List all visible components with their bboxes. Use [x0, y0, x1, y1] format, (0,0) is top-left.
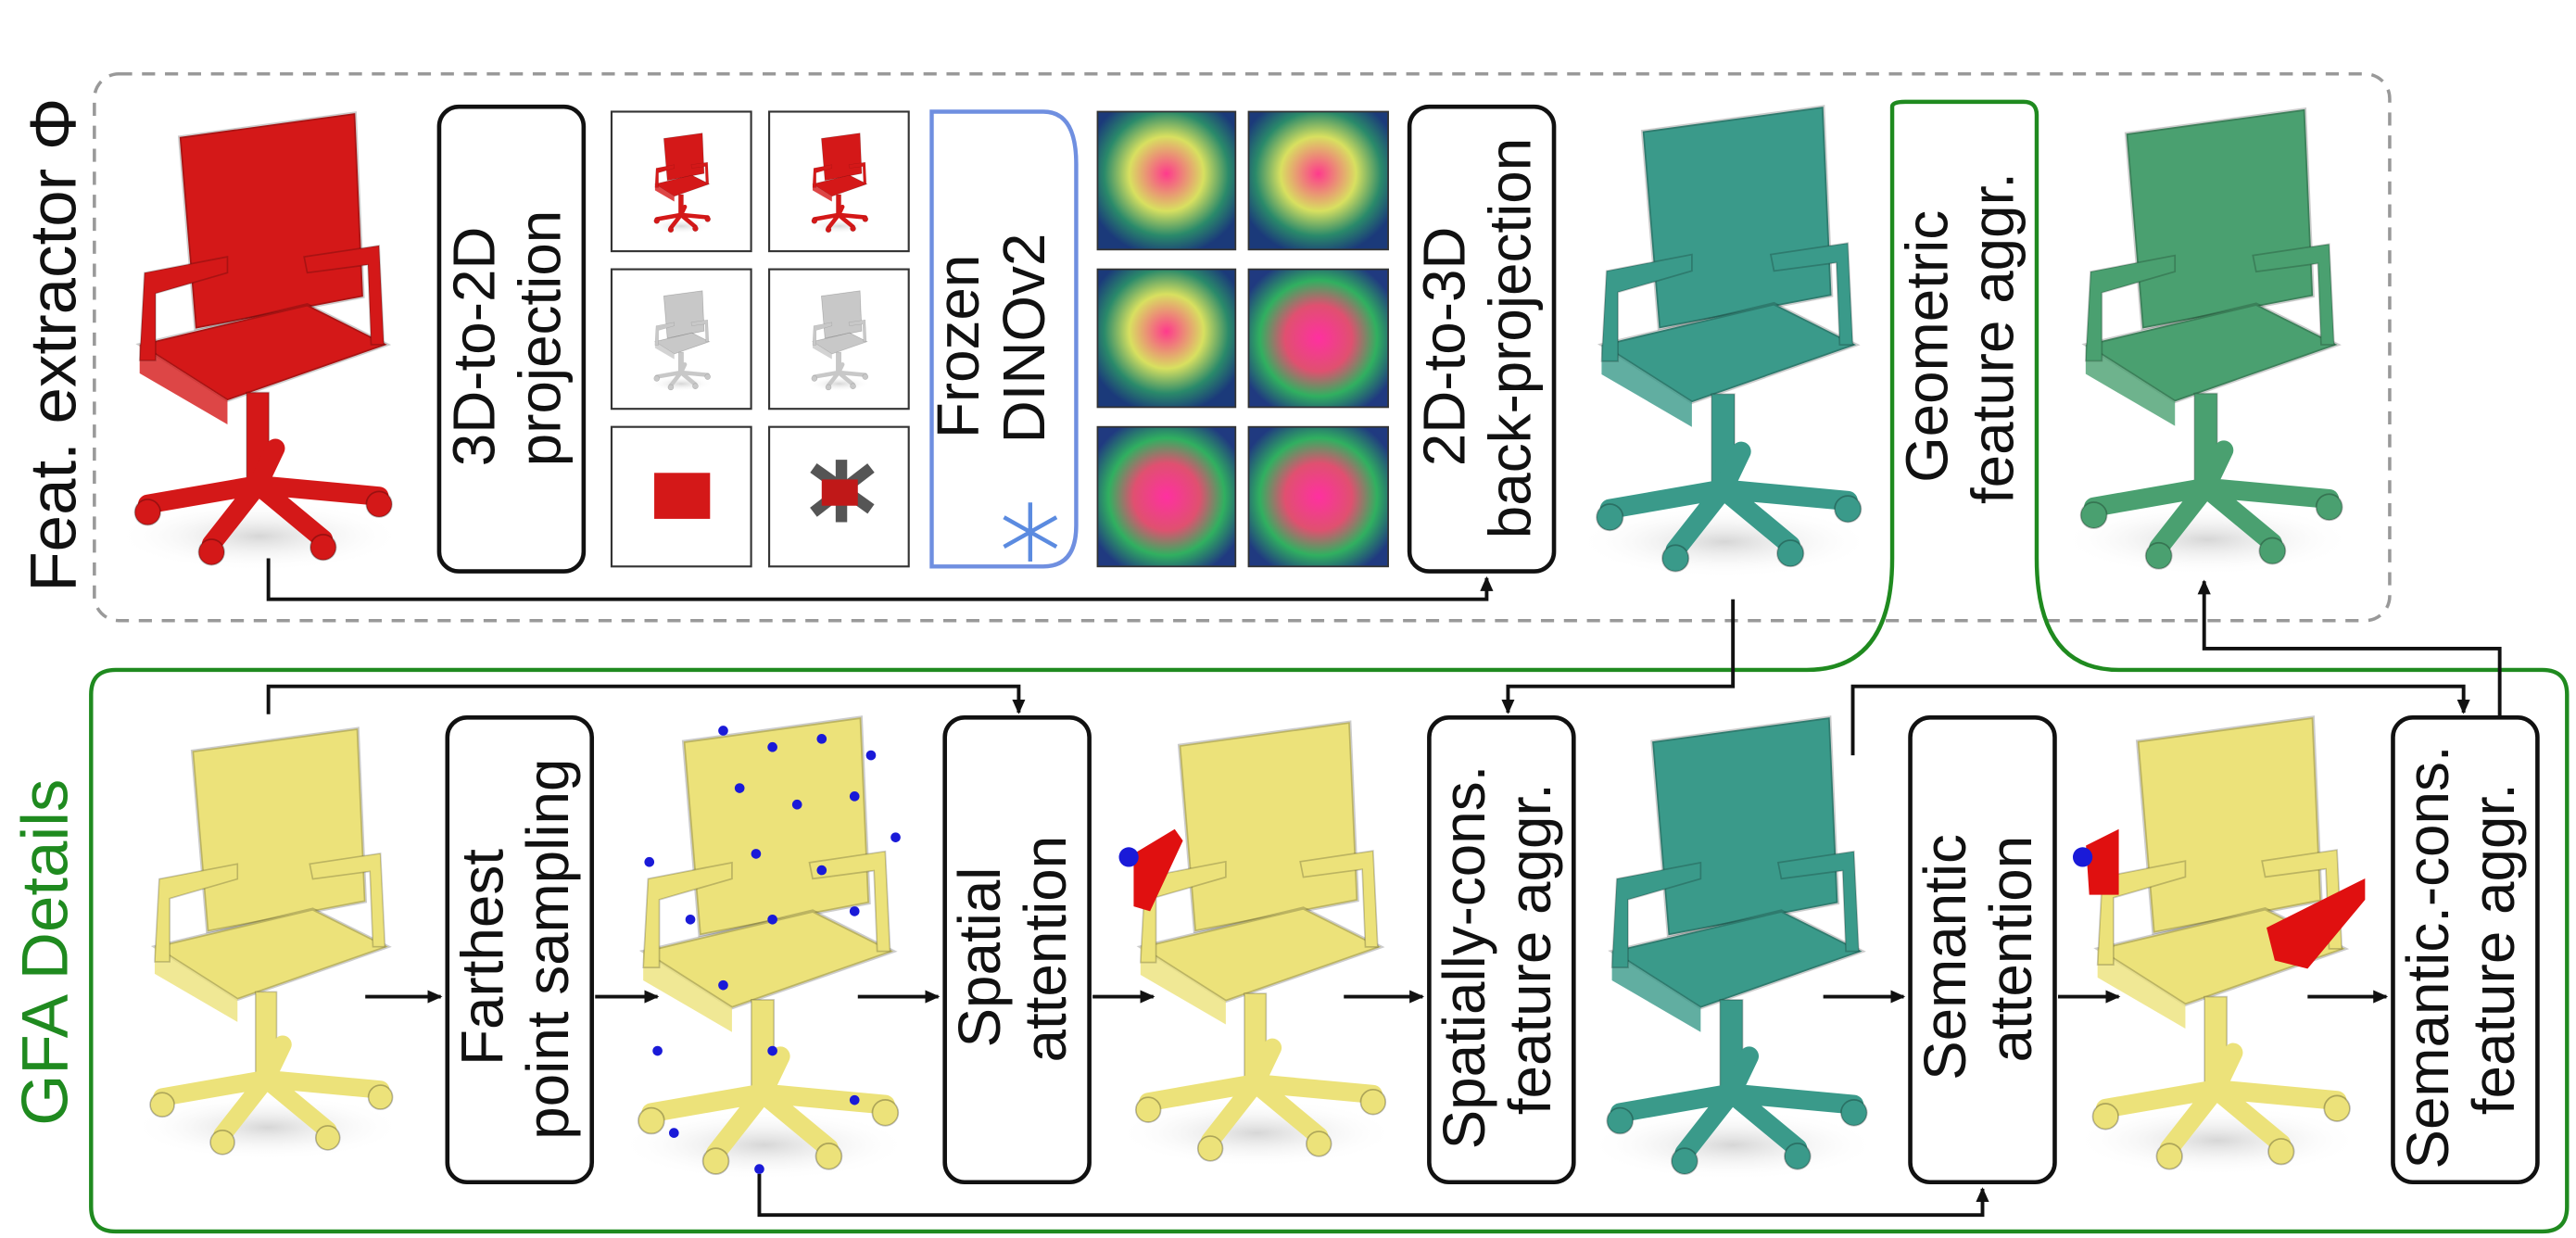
label-line: feature aggr. — [1496, 783, 1563, 1115]
box-projection — [436, 104, 587, 574]
box-semantic-text: Semantic attention — [1912, 817, 2044, 1080]
label-line: 3D-to-2D — [440, 227, 507, 467]
gfa-label: GFA Details — [9, 779, 82, 1126]
label-line: DINOv2 — [991, 234, 1057, 444]
label-line: attention — [1012, 836, 1079, 1063]
label-line: Spatially-cons. — [1431, 765, 1497, 1150]
sampled-chair — [619, 717, 909, 1181]
arrow — [266, 558, 1494, 601]
label-line: Frozen — [925, 255, 991, 438]
box-projection-text: 3D-to-2D projection — [440, 210, 573, 466]
box-spatial-aggr — [1427, 715, 1576, 1185]
box-fps — [445, 715, 595, 1185]
input-chair — [116, 113, 403, 571]
label-line: Farthest — [448, 849, 515, 1066]
label-line: feature aggr. — [1959, 172, 2026, 504]
output-chair — [2062, 109, 2354, 575]
query-point — [2072, 847, 2093, 867]
gfa-chair — [133, 728, 403, 1160]
box-backprojection — [1407, 104, 1557, 574]
aggr-chair — [1587, 717, 1877, 1181]
box-spatial-text: Spatial attention — [946, 836, 1079, 1063]
box-semantic-aggr — [2391, 715, 2540, 1185]
box-fps-text: Farthest point sampling — [448, 759, 581, 1140]
dinov2-text: Frozen DINOv2 — [925, 234, 1057, 444]
feature-chair — [1577, 107, 1873, 578]
box-backprojection-text: 2D-to-3D back-projection — [1410, 138, 1543, 538]
query-point — [1118, 847, 1139, 867]
box-geometric-text: Geometric feature aggr. — [1893, 172, 2026, 504]
extractor-frame — [93, 71, 2392, 623]
label-line: Semantic — [1912, 834, 1978, 1080]
arrows — [266, 579, 2502, 1218]
semantic-highlight — [2086, 828, 2366, 969]
box-semantic — [1908, 715, 2057, 1185]
label-line: Geometric — [1893, 210, 1960, 483]
label-line: attention — [1977, 836, 2044, 1063]
label-line: projection — [506, 210, 573, 466]
snowflake-icon — [1003, 502, 1058, 562]
label-line: feature aggr. — [2460, 783, 2527, 1115]
dinov2-block — [929, 109, 1079, 569]
label-line: Semantic.-cons. — [2394, 745, 2461, 1169]
projection-thumbs — [650, 133, 875, 523]
box-semantic-aggr-text: Semantic.-cons. feature aggr. — [2394, 729, 2527, 1169]
sample-dots — [644, 726, 901, 1174]
feature-maps — [1096, 110, 1389, 568]
extractor-label: Feat. extractor Φ — [18, 98, 91, 592]
box-spatial — [942, 715, 1092, 1185]
label-line: point sampling — [514, 759, 581, 1140]
spatial-highlight — [1133, 828, 1183, 912]
label-line: 2D-to-3D — [1410, 227, 1477, 467]
label-line: Spatial — [946, 867, 1013, 1048]
label-line: back-projection — [1476, 138, 1543, 538]
gfa-frame — [89, 99, 2570, 1234]
spatial-chair — [1118, 722, 1396, 1167]
box-spatial-aggr-text: Spatially-cons. feature aggr. — [1431, 749, 1563, 1149]
